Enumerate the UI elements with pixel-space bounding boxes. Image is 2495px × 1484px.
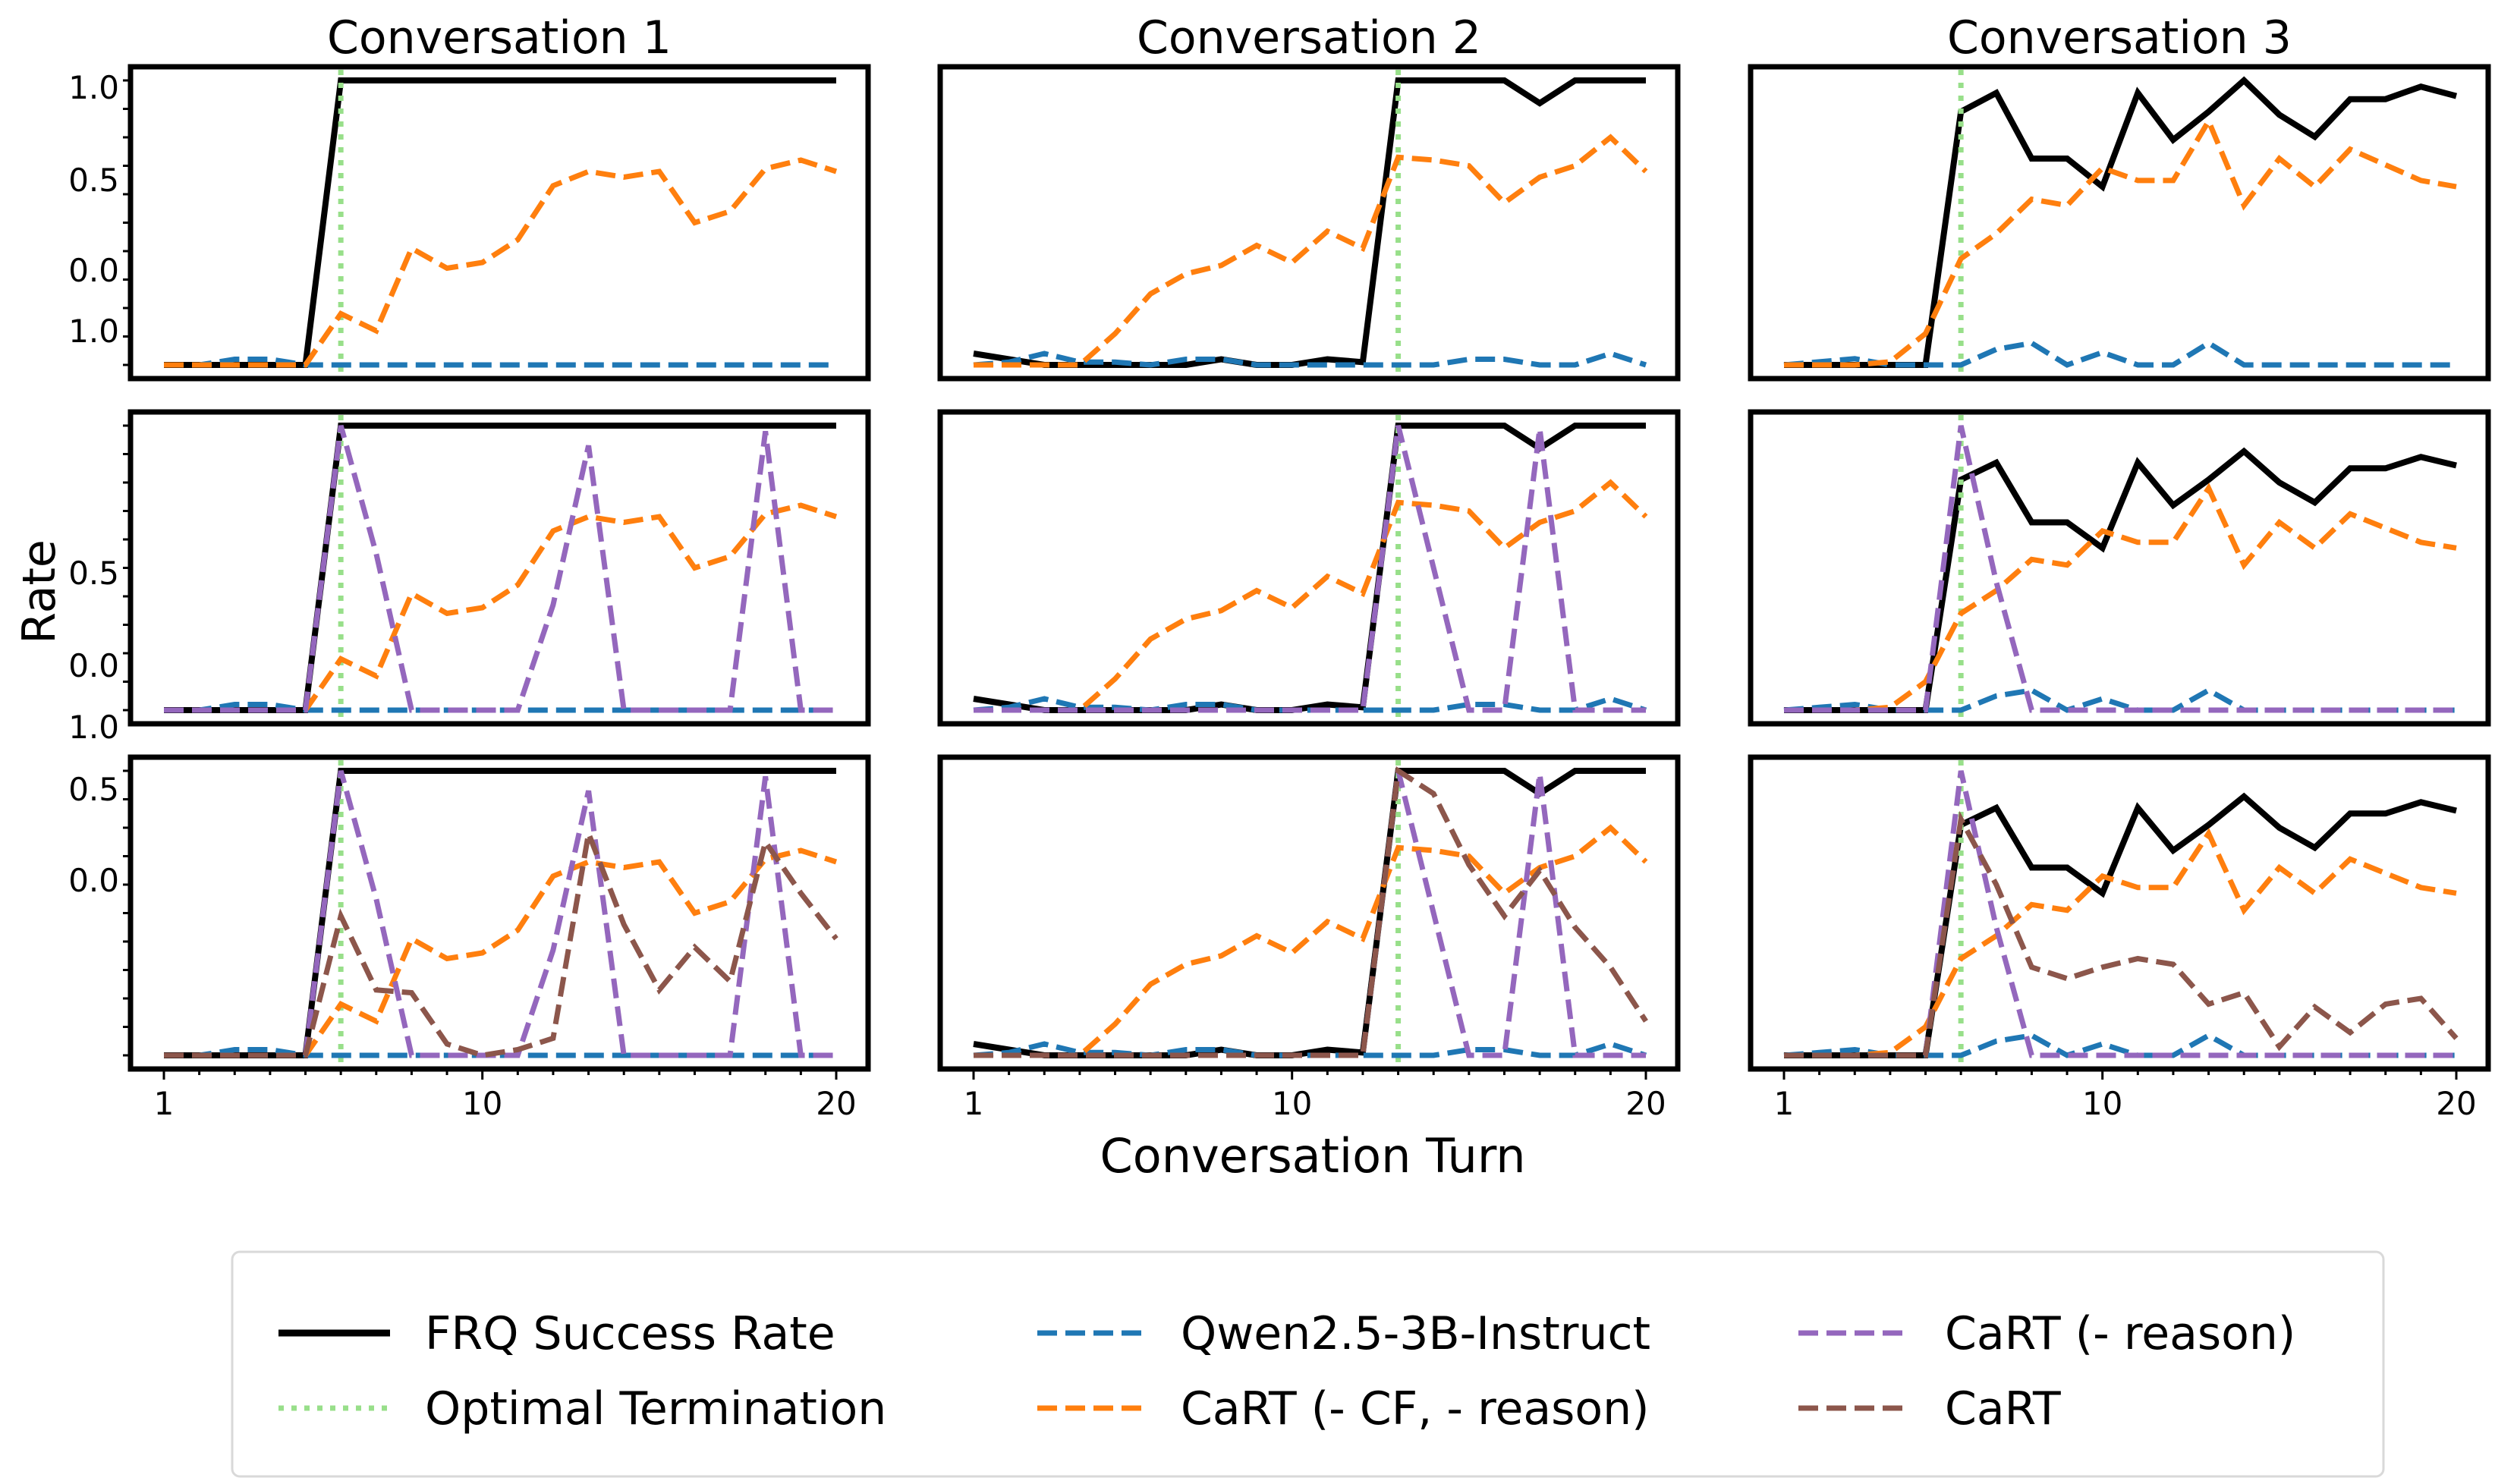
- legend-item-cart: CaRT: [1798, 1382, 2061, 1435]
- series-line-frq: [1784, 792, 2457, 1058]
- panel-frame: [1748, 64, 2491, 382]
- panel-r1-c2: [937, 64, 1681, 382]
- series-line-cart_cf_reason: [974, 824, 1648, 1058]
- series-line-qwen: [164, 357, 836, 368]
- panel-title-2: Conversation 2: [1137, 11, 1481, 64]
- legend-item-cart_cf_reason: CaRT (- CF, - reason): [1037, 1382, 1650, 1435]
- series-line-cart_cf_reason: [1784, 115, 2457, 368]
- panel-frame: [127, 409, 871, 727]
- series-line-cart_reason: [164, 425, 836, 713]
- y-tick-label: 0.5: [68, 555, 119, 592]
- panel-frame: [937, 64, 1681, 382]
- panel-frame: [127, 64, 871, 382]
- panel-frame: [127, 754, 871, 1072]
- series-line-cart: [164, 823, 838, 1058]
- panel-r2-c2: [937, 409, 1681, 727]
- series-line-cart_cf_reason: [164, 502, 838, 713]
- legend-label: Qwen2.5-3B-Instruct: [1181, 1307, 1650, 1360]
- y-tick-label: 1.0: [68, 69, 119, 106]
- series-line-frq: [164, 768, 836, 1058]
- series-line-cart: [1784, 810, 2459, 1058]
- legend-item-qwen: Qwen2.5-3B-Instruct: [1037, 1307, 1650, 1360]
- x-tick-label: 1: [1774, 1085, 1795, 1122]
- panel-r3-c1: 1 10 20: [123, 754, 871, 1122]
- panel-title-1: Conversation 1: [327, 11, 672, 64]
- y-tick-label: 0.0: [68, 252, 119, 289]
- series-line-frq: [164, 77, 836, 368]
- series-line-qwen: [164, 1047, 836, 1058]
- series-line-frq: [973, 768, 1646, 1058]
- panel-title-3: Conversation 3: [1947, 11, 2292, 64]
- series-line-cart_cf_reason: [164, 157, 838, 368]
- panel-r2-c3: [1748, 409, 2491, 727]
- legend-box: [231, 1250, 2385, 1478]
- x-tick-label: 20: [2436, 1085, 2476, 1122]
- series-line-qwen: [1783, 687, 2456, 713]
- legend-label: CaRT: [1945, 1382, 2061, 1435]
- panel-frame: [937, 409, 1681, 727]
- series-line-qwen: [164, 702, 836, 713]
- series-line-frq: [973, 77, 1646, 368]
- x-tick-label: 1: [964, 1085, 984, 1122]
- panel-frame: [937, 754, 1681, 1072]
- x-tick-label: 1: [154, 1085, 175, 1122]
- x-tick-label: 20: [816, 1085, 856, 1122]
- series-line-cart_reason: [164, 770, 836, 1058]
- panel-r2-c1: [123, 409, 871, 727]
- series-line-cart_cf_reason: [164, 847, 838, 1058]
- y-tick-label: 0.0: [68, 862, 119, 899]
- legend-label: Optimal Termination: [425, 1382, 886, 1435]
- series-line-cart_cf_reason: [974, 134, 1648, 368]
- legend-label: CaRT (- reason): [1945, 1307, 2295, 1360]
- x-tick-label: 20: [1625, 1085, 1666, 1122]
- panel-frame: [1748, 409, 2491, 727]
- panel-r3-c3: 1 10 20: [1748, 754, 2491, 1122]
- x-tick-label: 10: [462, 1085, 502, 1122]
- series-line-qwen: [1783, 1032, 2456, 1058]
- series-line-cart_reason: [974, 425, 1646, 713]
- legend-item-frq: FRQ Success Rate: [278, 1307, 835, 1360]
- x-axis-label: Conversation Turn: [1100, 1128, 1525, 1184]
- legend-item-optimal: Optimal Termination: [278, 1382, 886, 1435]
- y-tick-labels: 1.0 0.5 0.0 1.0 0.5 0.0 1.0 0.5 0.0: [68, 69, 119, 899]
- y-axis-label: Rate: [13, 539, 66, 644]
- series-line-qwen: [1783, 340, 2456, 368]
- legend: FRQ Success Rate Optimal Termination Qwen2…: [231, 1250, 2385, 1478]
- x-tick-label: 10: [2082, 1085, 2122, 1122]
- panel-r3-c2: 1 10 20: [937, 754, 1681, 1122]
- y-tick-label: 1.0: [68, 709, 119, 746]
- series-line-cart_cf_reason: [1784, 483, 2457, 713]
- legend-label: CaRT (- CF, - reason): [1181, 1382, 1650, 1435]
- series-line-frq: [1784, 447, 2457, 713]
- series-line-frq: [164, 423, 836, 713]
- y-tick-label: 1.0: [68, 313, 119, 350]
- series-line-cart: [974, 766, 1648, 1058]
- series-line-cart_cf_reason: [974, 479, 1648, 713]
- legend-label: FRQ Success Rate: [425, 1307, 835, 1360]
- panel-frame: [1748, 754, 2491, 1072]
- y-tick-label: 0.5: [68, 771, 119, 808]
- legend-item-cart_reason: CaRT (- reason): [1798, 1307, 2295, 1360]
- series-line-cart_cf_reason: [1784, 828, 2457, 1058]
- series-line-cart_reason: [974, 770, 1646, 1058]
- y-tick-label: 0.5: [68, 162, 119, 199]
- series-line-frq: [973, 423, 1646, 713]
- y-tick-label: 0.0: [68, 647, 119, 684]
- panel-r1-c3: [1748, 64, 2491, 382]
- panel-grid: Conversation 1 1 10 20 Conversation 2 1 10 20 Co…: [123, 11, 2491, 1122]
- panel-r1-c1: [123, 64, 871, 382]
- x-tick-label: 10: [1272, 1085, 1312, 1122]
- series-line-frq: [1784, 76, 2458, 368]
